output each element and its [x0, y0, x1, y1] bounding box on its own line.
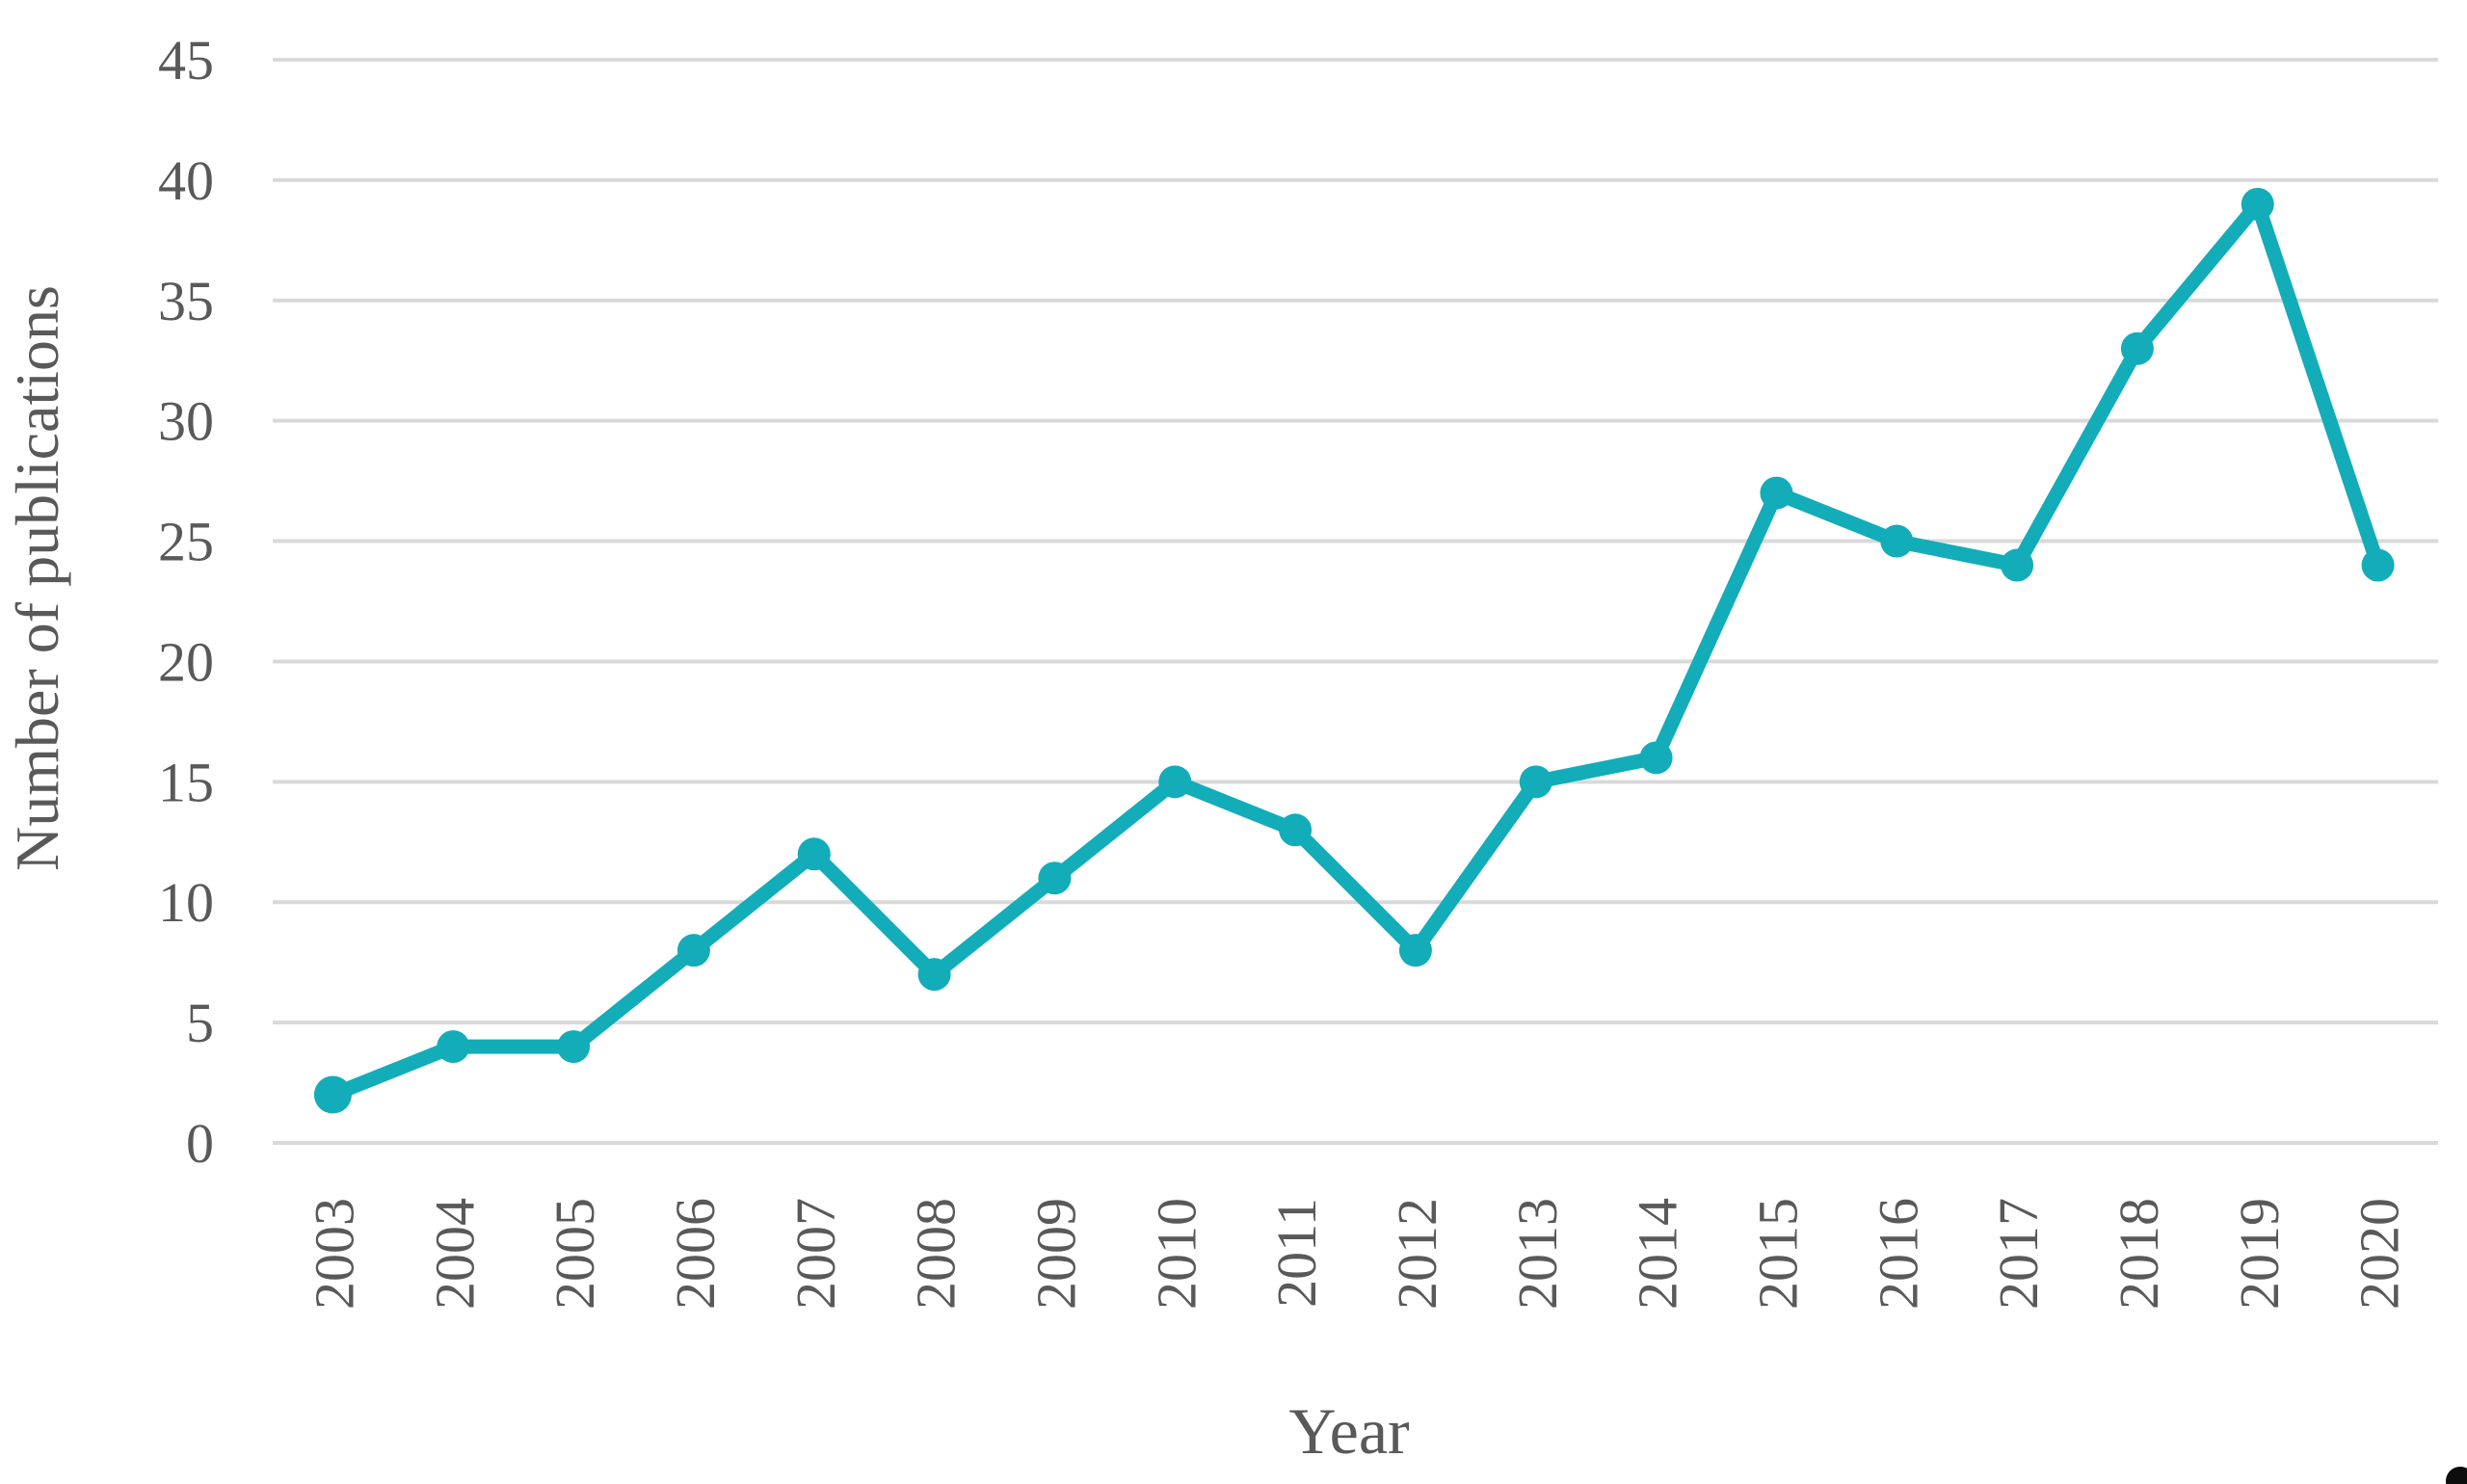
x-tick-label: 2004 — [423, 1198, 486, 1310]
y-axis-tick-labels: 0 5 10 15 20 25 30 35 40 45 — [158, 29, 214, 1175]
y-axis-title: Number of publications — [3, 285, 71, 871]
y-tick-label: 20 — [158, 630, 214, 693]
y-tick-label: 0 — [186, 1112, 214, 1175]
x-tick-label: 2007 — [784, 1198, 847, 1310]
series-line — [325, 197, 2386, 1102]
y-tick-label: 25 — [158, 511, 214, 573]
x-tick-label: 2019 — [2228, 1198, 2291, 1310]
data-point-marker — [437, 1030, 470, 1064]
x-tick-label: 2003 — [303, 1198, 365, 1310]
data-point-marker — [1158, 765, 1192, 799]
x-tick-label: 2020 — [2348, 1198, 2411, 1310]
data-point-marker — [1279, 813, 1313, 847]
y-tick-label: 5 — [186, 992, 214, 1054]
data-point-marker — [313, 1075, 352, 1114]
data-point-marker — [1760, 476, 1793, 510]
data-point-marker — [2001, 548, 2034, 582]
data-point-marker — [2361, 548, 2395, 582]
data-point-marker — [1880, 524, 1914, 558]
data-point-marker — [1038, 861, 1072, 895]
x-tick-label: 2005 — [544, 1198, 606, 1310]
data-point-marker — [1639, 741, 1673, 775]
x-tick-label: 2014 — [1627, 1198, 1689, 1310]
data-point-markers — [313, 187, 2395, 1114]
x-tick-label: 2008 — [905, 1198, 968, 1310]
data-point-marker — [1519, 765, 1552, 799]
x-tick-label: 2018 — [2108, 1198, 2170, 1310]
y-tick-label: 35 — [158, 270, 214, 332]
y-tick-label: 10 — [158, 871, 214, 934]
x-axis-tick-labels: 2003 2004 2005 2006 2007 2008 2009 2010 2011 2012… — [303, 1198, 2410, 1310]
x-tick-label: 2009 — [1024, 1198, 1087, 1310]
corner-artifact — [2446, 1467, 2467, 1484]
gridlines — [273, 58, 2438, 1145]
x-tick-label: 2010 — [1145, 1198, 1207, 1310]
data-point-marker — [2241, 187, 2274, 221]
x-tick-label: 2016 — [1867, 1198, 1929, 1310]
x-axis-title: Year — [1288, 1394, 1410, 1468]
y-tick-label: 30 — [158, 390, 214, 453]
data-point-marker — [917, 958, 951, 992]
x-tick-label: 2012 — [1386, 1198, 1448, 1310]
data-point-marker — [676, 934, 710, 967]
x-tick-label: 2017 — [1987, 1198, 2050, 1310]
data-point-marker — [797, 837, 831, 871]
x-tick-label: 2013 — [1506, 1198, 1569, 1310]
y-tick-label: 40 — [158, 149, 214, 212]
data-point-marker — [557, 1030, 591, 1064]
x-tick-label: 2011 — [1265, 1198, 1328, 1308]
y-tick-label: 45 — [158, 29, 214, 92]
data-point-marker — [1398, 934, 1432, 967]
data-point-marker — [2120, 331, 2154, 365]
x-tick-label: 2006 — [664, 1198, 727, 1310]
x-tick-label: 2015 — [1746, 1198, 1809, 1310]
y-tick-label: 15 — [158, 751, 214, 813]
